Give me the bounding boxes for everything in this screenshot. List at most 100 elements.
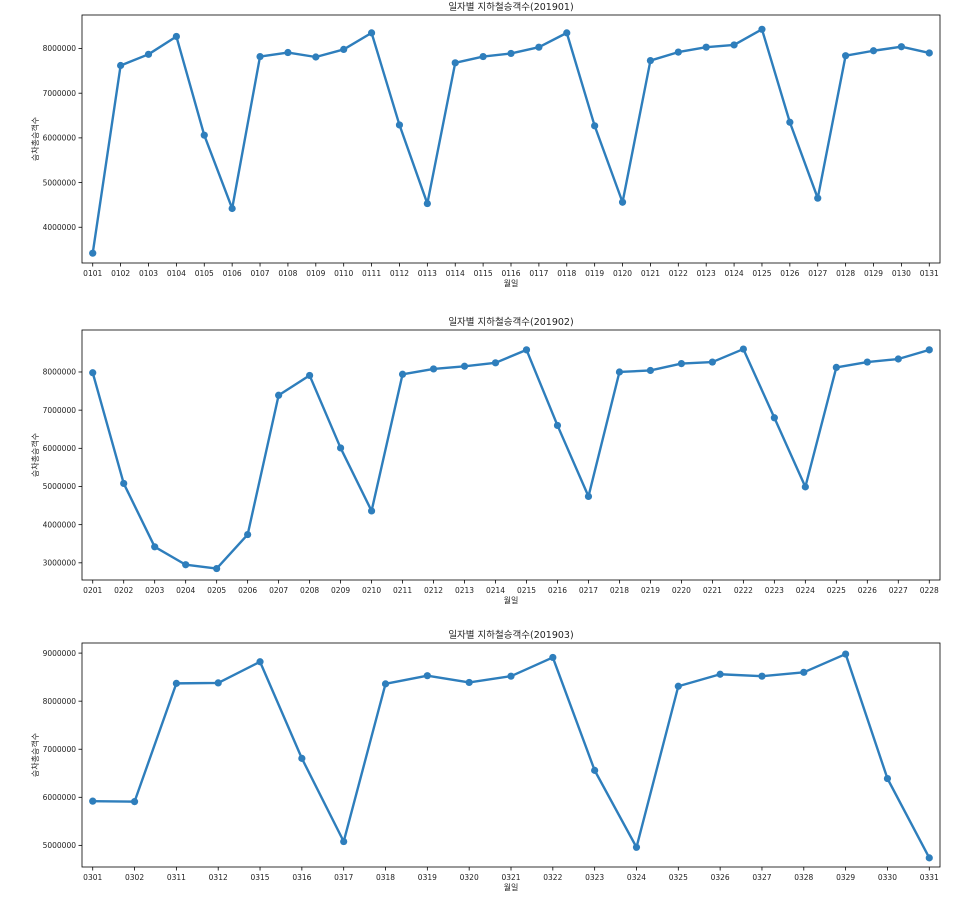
x-tick-label: 0110 xyxy=(334,269,353,278)
x-tick-label: 0216 xyxy=(548,586,567,595)
data-point xyxy=(535,43,543,51)
data-point xyxy=(632,843,641,851)
data-point xyxy=(563,29,571,37)
data-point xyxy=(312,53,320,61)
x-tick-label: 0224 xyxy=(796,586,815,595)
data-point xyxy=(423,199,431,208)
x-axis-label: 월일 xyxy=(504,278,519,288)
data-point xyxy=(395,121,404,129)
data-point xyxy=(702,43,710,51)
x-tick-label: 0315 xyxy=(250,873,269,882)
data-point xyxy=(306,371,314,380)
x-tick-label: 0129 xyxy=(864,269,883,278)
x-tick-label: 0226 xyxy=(858,586,877,595)
x-tick-label: 0115 xyxy=(474,269,493,278)
data-point xyxy=(842,52,850,60)
data-point xyxy=(814,194,822,202)
x-tick-label: 0215 xyxy=(517,586,536,595)
data-point xyxy=(894,355,902,363)
data-point xyxy=(275,391,283,399)
x-tick-label: 0210 xyxy=(362,586,381,595)
data-point xyxy=(758,25,766,33)
x-tick-label: 0217 xyxy=(579,586,598,595)
data-point xyxy=(646,56,655,65)
data-point xyxy=(708,358,716,366)
data-point xyxy=(800,668,808,676)
data-point xyxy=(367,29,376,37)
data-point xyxy=(460,362,469,370)
data-point xyxy=(117,61,125,70)
data-point xyxy=(591,122,599,130)
x-tick-label: 0220 xyxy=(672,586,691,595)
data-point xyxy=(340,837,348,846)
x-tick-label: 0331 xyxy=(920,873,939,882)
y-tick-label: 7000000 xyxy=(43,745,77,754)
x-tick-label: 0227 xyxy=(889,586,908,595)
x-tick-label: 0204 xyxy=(176,586,195,595)
chart-title: 일자별 지하철승객수(201901) xyxy=(448,1,573,13)
x-tick-label: 0105 xyxy=(195,269,214,278)
x-tick-label: 0203 xyxy=(145,586,164,595)
data-point xyxy=(89,797,97,805)
x-tick-label: 0102 xyxy=(111,269,130,278)
y-tick-label: 5000000 xyxy=(43,482,77,491)
data-point xyxy=(89,249,97,257)
chart-title: 일자별 지하철승객수(201903) xyxy=(448,629,573,641)
y-tick-label: 9000000 xyxy=(43,649,77,658)
x-tick-label: 0107 xyxy=(250,269,269,278)
x-tick-label: 0221 xyxy=(703,586,722,595)
data-point xyxy=(228,204,236,213)
data-point xyxy=(172,679,180,687)
data-point xyxy=(522,346,531,354)
data-point xyxy=(479,52,487,61)
x-tick-label: 0120 xyxy=(613,269,632,278)
data-point xyxy=(120,479,128,488)
data-point xyxy=(615,368,624,376)
x-tick-label: 0321 xyxy=(501,873,520,882)
y-tick-label: 5000000 xyxy=(43,178,77,187)
x-tick-label: 0117 xyxy=(529,269,548,278)
data-point xyxy=(549,653,557,662)
x-tick-label: 0125 xyxy=(752,269,771,278)
x-tick-label: 0327 xyxy=(752,873,771,882)
plot-frame xyxy=(81,329,941,581)
x-tick-label: 0219 xyxy=(641,586,660,595)
x-tick-label: 0112 xyxy=(390,269,409,278)
x-tick-label: 0123 xyxy=(697,269,716,278)
data-point xyxy=(618,198,627,206)
data-point xyxy=(213,564,221,573)
x-tick-label: 0130 xyxy=(892,269,911,278)
chart-title: 일자별 지하철승객수(201902) xyxy=(448,316,573,328)
x-axis-label: 월일 xyxy=(504,595,519,605)
x-tick-label: 0222 xyxy=(734,586,753,595)
y-tick-label: 8000000 xyxy=(43,697,77,706)
data-point xyxy=(863,358,871,366)
chart-3: 일자별 지하철승객수(201903) 5000000 6000000 7000000 8… xyxy=(30,629,941,892)
x-tick-label: 0208 xyxy=(300,586,319,595)
data-point xyxy=(491,359,500,367)
data-point xyxy=(182,561,190,569)
data-point xyxy=(256,658,264,666)
data-point xyxy=(130,798,139,806)
data-point xyxy=(367,507,376,515)
x-tick-label: 0223 xyxy=(765,586,784,595)
x-tick-label: 0212 xyxy=(424,586,443,595)
data-point xyxy=(674,682,682,690)
data-point xyxy=(832,363,840,372)
x-tick-label: 0111 xyxy=(362,269,381,278)
data-point xyxy=(677,359,686,368)
data-point xyxy=(214,679,222,687)
data-point xyxy=(646,366,655,375)
data-point xyxy=(801,483,809,491)
data-point xyxy=(200,131,208,139)
x-tick-label: 0127 xyxy=(808,269,827,278)
data-point xyxy=(674,48,682,56)
x-tick-label: 0228 xyxy=(920,586,939,595)
x-tick-label: 0116 xyxy=(501,269,520,278)
y-axis-label: 승차총승객수 xyxy=(30,433,40,477)
data-point xyxy=(584,492,593,501)
x-tick-label: 0211 xyxy=(393,586,412,595)
x-tick-label: 0328 xyxy=(794,873,813,882)
x-tick-label: 0128 xyxy=(836,269,855,278)
